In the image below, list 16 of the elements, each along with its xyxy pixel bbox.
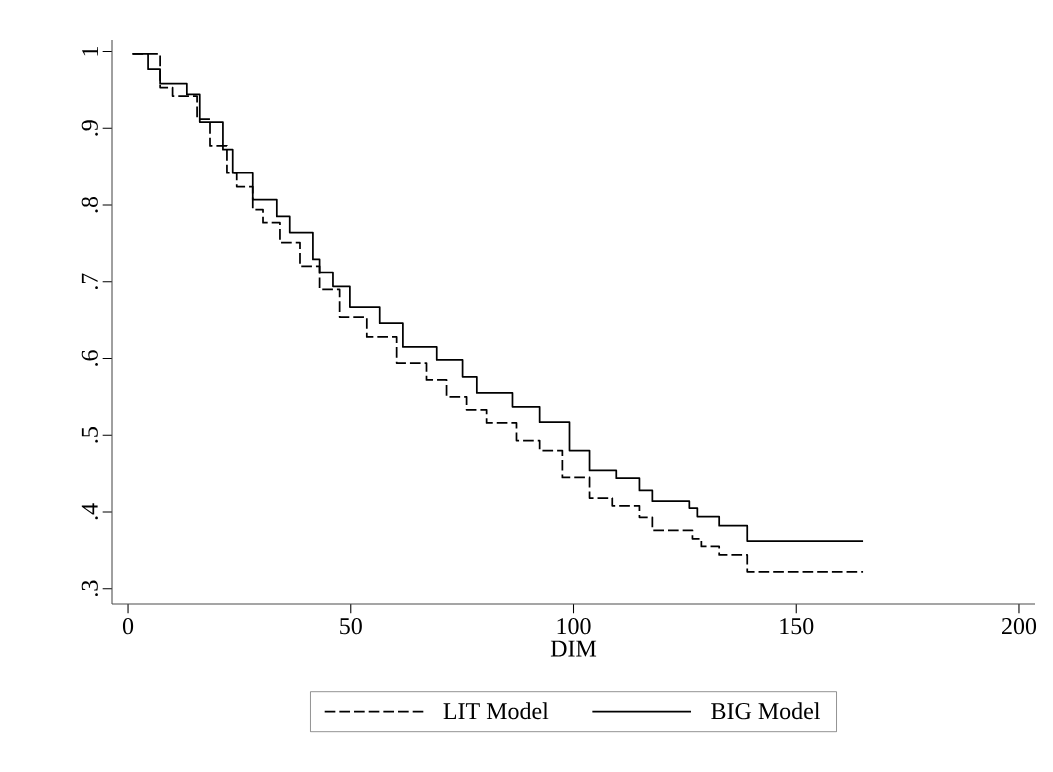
x-tick-label: 0 bbox=[122, 618, 134, 635]
y-tick-label: .3 bbox=[81, 580, 98, 597]
x-tick-label: 150 bbox=[780, 618, 814, 635]
y-tick-label: 1 bbox=[82, 46, 98, 56]
y-tick-label: .9 bbox=[81, 120, 98, 136]
y-tick-label: .7 bbox=[81, 273, 98, 290]
y-tick-label: .8 bbox=[81, 196, 98, 213]
legend-label: LIT Model bbox=[443, 702, 549, 720]
y-tick-label: .4 bbox=[81, 503, 98, 520]
x-tick-label: 200 bbox=[1002, 618, 1037, 635]
legend-label: BIG Model bbox=[711, 702, 821, 720]
x-axis-title: DIM bbox=[550, 640, 597, 657]
x-tick-label: 100 bbox=[557, 618, 591, 635]
y-tick-label: .6 bbox=[81, 350, 98, 366]
y-tick-label: .5 bbox=[81, 427, 98, 443]
x-tick-label: 50 bbox=[340, 618, 362, 635]
